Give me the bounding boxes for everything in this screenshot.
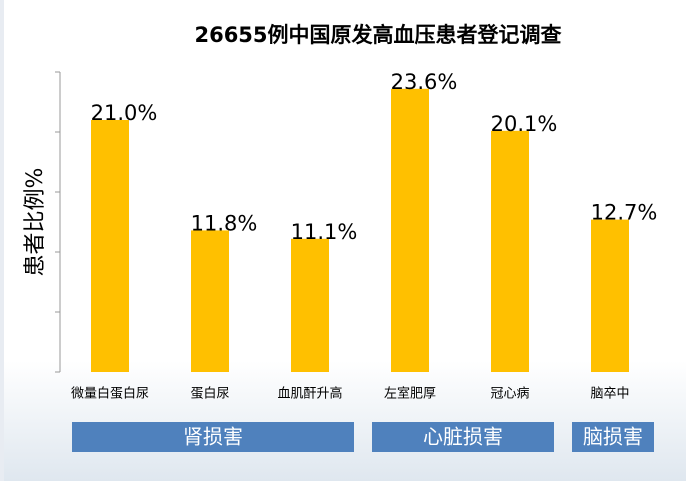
x-tick-label: 左室肥厚 [384, 386, 436, 402]
group-label: 肾损害 [183, 425, 243, 449]
group-box [72, 422, 354, 452]
chart-title: 26655例中国原发高血压患者登记调查 [194, 23, 561, 47]
x-tick-label: 冠心病 [490, 387, 529, 402]
group-box [572, 422, 654, 452]
y-axis-label: 患者比例% [23, 168, 48, 277]
x-tick-label: 蛋白尿 [190, 386, 229, 402]
value-label: 11.8% [191, 211, 258, 235]
value-label: 11.1% [291, 220, 358, 244]
group-box [372, 422, 554, 452]
x-tick-label: 血肌酐升高 [277, 386, 342, 402]
value-label: 21.0% [91, 101, 158, 125]
x-tick-label: 微量白蛋白尿 [71, 386, 149, 402]
value-label: 23.6% [391, 70, 458, 94]
value-label: 12.7% [591, 201, 658, 225]
bar [291, 238, 329, 372]
left-edge [0, 0, 4, 481]
x-tick-label: 脑卒中 [590, 387, 629, 402]
bar [591, 219, 629, 372]
bar [491, 130, 529, 372]
bar [391, 88, 429, 373]
value-label: 20.1% [491, 112, 558, 136]
group-label: 心脏损害 [423, 425, 503, 449]
group-label: 脑损害 [583, 425, 643, 449]
bar [91, 120, 129, 372]
bar [191, 230, 229, 372]
